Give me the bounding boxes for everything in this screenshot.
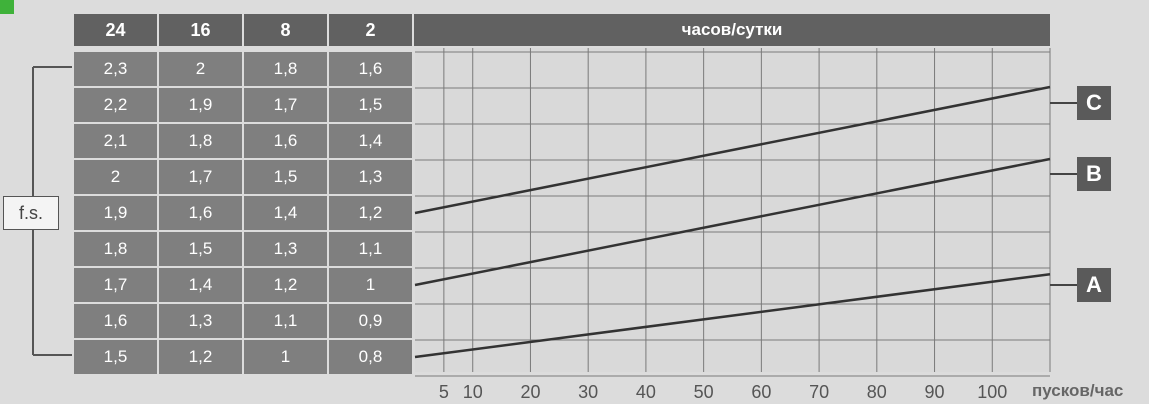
- header-cell-8: 8: [244, 14, 327, 46]
- x-tick-label: 5: [439, 382, 449, 402]
- table-cell: 1: [244, 340, 327, 374]
- header-cell-2: 2: [329, 14, 412, 46]
- table-cell: 1,3: [159, 304, 242, 338]
- table-cell: 2: [159, 52, 242, 86]
- table-cell: 1,3: [329, 160, 412, 194]
- table-cell: 1,5: [329, 88, 412, 122]
- table-cell: 1,2: [159, 340, 242, 374]
- table-row: 1,8 1,5 1,3 1,1: [74, 232, 414, 266]
- hours-per-day-title: часов/сутки: [414, 14, 1050, 46]
- table-cell: 1: [329, 268, 412, 302]
- x-tick-label: 60: [751, 382, 771, 402]
- table-header: 24 16 8 2 часов/сутки: [74, 14, 1050, 46]
- table-cell: 2: [74, 160, 157, 194]
- table-cell: 1,9: [159, 88, 242, 122]
- curve-badge-a: A: [1077, 268, 1111, 302]
- x-tick-label: 40: [636, 382, 656, 402]
- table-cell: 1,4: [244, 196, 327, 230]
- table-cell: 1,7: [159, 160, 242, 194]
- header-cell-16: 16: [159, 14, 242, 46]
- x-tick-label: 10: [463, 382, 483, 402]
- table-cell: 0,9: [329, 304, 412, 338]
- header-cell-24: 24: [74, 14, 157, 46]
- x-tick-label: 20: [520, 382, 540, 402]
- table-cell: 2,1: [74, 124, 157, 158]
- table-row: 2,3 2 1,8 1,6: [74, 52, 414, 86]
- table-cell: 1,1: [329, 232, 412, 266]
- x-tick-label: 70: [809, 382, 829, 402]
- table-cell: 2,3: [74, 52, 157, 86]
- table-cell: 2,2: [74, 88, 157, 122]
- table-cell: 1,6: [244, 124, 327, 158]
- x-tick-label: 90: [925, 382, 945, 402]
- x-axis-label: пусков/час: [1032, 381, 1124, 400]
- table-cell: 1,7: [244, 88, 327, 122]
- table-cell: 1,2: [244, 268, 327, 302]
- table-cell: 1,4: [159, 268, 242, 302]
- x-tick-label: 100: [977, 382, 1007, 402]
- table-cell: 0,8: [329, 340, 412, 374]
- table-cell: 1,8: [159, 124, 242, 158]
- x-tick-label: 80: [867, 382, 887, 402]
- table-cell: 1,6: [159, 196, 242, 230]
- table-cell: 1,7: [74, 268, 157, 302]
- table-cell: 1,5: [74, 340, 157, 374]
- table-row: 2 1,7 1,5 1,3: [74, 160, 414, 194]
- table-cell: 1,6: [329, 52, 412, 86]
- series-line-b: [414, 157, 1051, 287]
- corner-marker: [0, 0, 14, 14]
- curve-badge-b: B: [1077, 157, 1111, 191]
- table-cell: 1,8: [244, 52, 327, 86]
- service-factor-table: 2,3 2 1,8 1,6 2,2 1,9 1,7 1,5 2,1 1,8 1,6 1,4 2 1,7 1,…: [74, 52, 414, 376]
- series-line-a: [414, 272, 1051, 359]
- table-row: 1,5 1,2 1 0,8: [74, 340, 414, 374]
- table-row: 2,1 1,8 1,6 1,4: [74, 124, 414, 158]
- table-cell: 1,4: [329, 124, 412, 158]
- table-cell: 1,3: [244, 232, 327, 266]
- table-row: 1,7 1,4 1,2 1: [74, 268, 414, 302]
- curve-badge-c: C: [1077, 86, 1111, 120]
- x-tick-label: 30: [578, 382, 598, 402]
- table-cell: 1,1: [244, 304, 327, 338]
- table-cell: 1,2: [329, 196, 412, 230]
- table-row: 1,6 1,3 1,1 0,9: [74, 304, 414, 338]
- fs-label: f.s.: [3, 196, 59, 230]
- table-cell: 1,5: [244, 160, 327, 194]
- table-row: 1,9 1,6 1,4 1,2: [74, 196, 414, 230]
- x-tick-label: 50: [694, 382, 714, 402]
- table-row: 2,2 1,9 1,7 1,5: [74, 88, 414, 122]
- plot-background: [415, 48, 1050, 372]
- series-line-c: [414, 85, 1051, 215]
- table-cell: 1,9: [74, 196, 157, 230]
- table-cell: 1,6: [74, 304, 157, 338]
- table-cell: 1,5: [159, 232, 242, 266]
- table-cell: 1,8: [74, 232, 157, 266]
